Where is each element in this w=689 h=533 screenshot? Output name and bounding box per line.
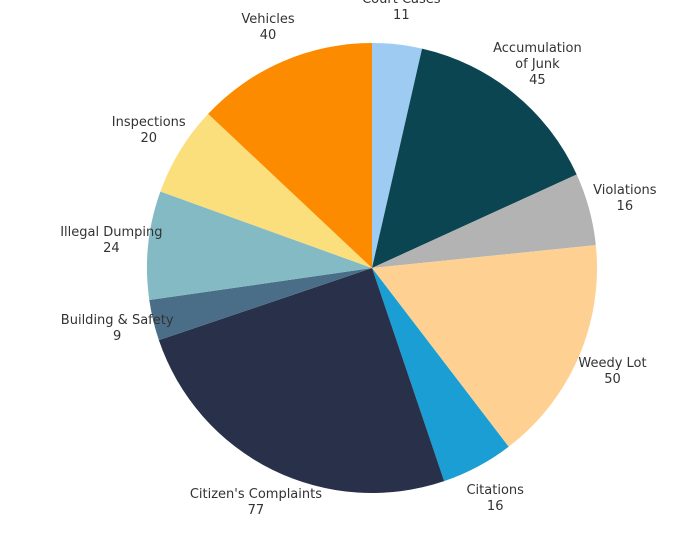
slice-name: Citations (466, 483, 524, 499)
slice-value: 40 (259, 27, 277, 43)
slice-value: 9 (113, 328, 122, 344)
slice-label: Accumulation of Junk 45 (488, 41, 586, 89)
slice-label: Weedy Lot 50 (578, 356, 646, 388)
slice-label: Court Cases11 (362, 0, 440, 24)
slice-name: Building & Safety (60, 312, 174, 328)
pie-slice (160, 113, 372, 269)
slice-value: 16 (616, 199, 634, 215)
pie-slice (372, 174, 596, 268)
slice-name: Weedy Lot (578, 355, 647, 371)
pie-slice (147, 191, 372, 301)
slice-label: Building & Safety 9 (61, 313, 174, 345)
slice-label: Citizen's Complaints 77 (190, 487, 322, 519)
pie-slice (149, 268, 372, 341)
pie-slice (158, 268, 445, 493)
slice-name: Violations (593, 183, 657, 199)
slice-name: Illegal Dumping (60, 225, 163, 241)
slice-label: Violations 16 (593, 183, 656, 215)
slice-label: Vehicles 40 (241, 12, 294, 44)
pie-slice (372, 48, 577, 268)
pie-slice (372, 268, 509, 482)
slice-value: 77 (247, 502, 265, 518)
slice-value: 45 (529, 72, 546, 88)
slice-name: Accumulation of Junk (493, 40, 582, 72)
slice-name: Vehicles (241, 11, 295, 27)
slice-value: 20 (140, 130, 158, 146)
slice-value: 24 (103, 241, 120, 257)
slice-name: Citizen's Complaints (189, 486, 322, 502)
slice-label: Citations 16 (466, 483, 523, 515)
pie-slice (372, 245, 597, 447)
slice-label: Inspections 20 (112, 115, 186, 147)
slice-label: Illegal Dumping 24 (60, 225, 162, 257)
slice-value: 11 (393, 7, 410, 23)
pie-slice (372, 43, 423, 268)
pie-slice (208, 42, 372, 268)
slice-value: 16 (486, 499, 504, 515)
slice-name: Court Cases (362, 0, 440, 8)
slice-value: 50 (604, 371, 621, 387)
slice-name: Inspections (111, 114, 186, 130)
